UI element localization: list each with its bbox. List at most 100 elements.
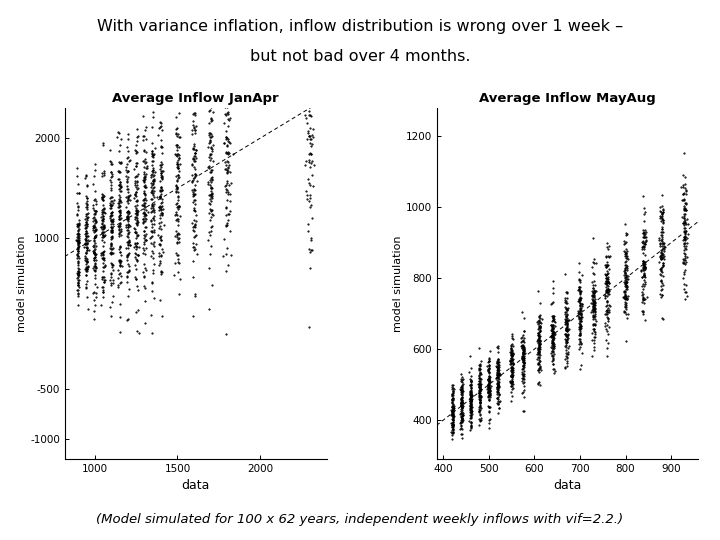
- Point: [562, 306, 573, 314]
- Point: [518, 367, 529, 375]
- Point: [518, 354, 529, 363]
- Point: [546, 325, 558, 333]
- Point: [81, 249, 92, 258]
- Point: [534, 336, 546, 345]
- Point: [204, 199, 215, 207]
- Point: [619, 298, 631, 306]
- Point: [447, 402, 459, 411]
- Point: [619, 307, 631, 316]
- Point: [588, 259, 600, 267]
- Point: [305, 4, 317, 13]
- Point: [220, 250, 232, 259]
- Point: [600, 335, 612, 344]
- Point: [139, 154, 150, 163]
- Point: [637, 243, 649, 252]
- Point: [97, 200, 109, 209]
- Point: [464, 401, 476, 409]
- Point: [548, 365, 559, 374]
- Point: [602, 274, 613, 283]
- Point: [546, 320, 557, 329]
- Point: [72, 280, 84, 289]
- Point: [202, 143, 214, 151]
- Point: [546, 312, 558, 320]
- Point: [516, 353, 528, 362]
- Point: [72, 221, 84, 230]
- Point: [533, 367, 544, 376]
- Point: [98, 192, 109, 200]
- Point: [679, 220, 690, 229]
- Point: [456, 401, 467, 409]
- Point: [446, 390, 458, 399]
- Point: [638, 295, 649, 303]
- Point: [485, 391, 496, 400]
- Point: [518, 382, 530, 390]
- Point: [129, 243, 140, 252]
- Point: [446, 420, 458, 429]
- Point: [517, 354, 528, 363]
- Point: [155, 199, 166, 207]
- Point: [189, 190, 201, 199]
- Point: [137, 176, 148, 184]
- Point: [224, 167, 235, 176]
- Point: [620, 300, 631, 309]
- Point: [600, 271, 612, 280]
- Point: [156, 135, 167, 144]
- Point: [639, 245, 650, 253]
- Point: [466, 401, 477, 410]
- Point: [155, 235, 166, 244]
- Point: [589, 298, 600, 306]
- Point: [97, 139, 109, 147]
- Point: [217, 251, 229, 260]
- Point: [546, 330, 557, 339]
- Point: [492, 367, 504, 376]
- Point: [657, 206, 668, 215]
- Point: [71, 198, 83, 207]
- Point: [575, 294, 587, 303]
- Point: [483, 390, 495, 399]
- Point: [533, 339, 544, 347]
- Point: [447, 408, 459, 416]
- Point: [559, 318, 571, 327]
- Point: [302, 126, 313, 135]
- Point: [474, 395, 485, 404]
- Point: [306, 214, 318, 222]
- Point: [156, 119, 167, 127]
- Point: [575, 322, 586, 331]
- Point: [657, 214, 668, 223]
- Point: [474, 392, 486, 400]
- Point: [588, 297, 600, 306]
- Point: [679, 235, 690, 244]
- Point: [638, 237, 649, 245]
- Point: [679, 227, 690, 235]
- Point: [130, 212, 141, 221]
- Point: [80, 223, 91, 232]
- Point: [138, 172, 150, 181]
- Point: [467, 407, 478, 415]
- Point: [153, 252, 165, 260]
- Point: [675, 183, 687, 192]
- Point: [131, 232, 143, 240]
- Point: [122, 240, 134, 249]
- Point: [157, 167, 168, 176]
- Point: [202, 177, 214, 186]
- Point: [81, 171, 92, 180]
- Point: [620, 275, 631, 284]
- Point: [455, 385, 467, 394]
- Point: [620, 299, 631, 307]
- Point: [148, 242, 159, 251]
- Point: [560, 336, 572, 345]
- Point: [123, 192, 135, 201]
- Point: [456, 388, 467, 396]
- Point: [588, 343, 600, 352]
- Point: [205, 242, 217, 251]
- Point: [506, 392, 518, 400]
- Point: [588, 296, 600, 305]
- Point: [89, 260, 101, 269]
- Point: [465, 407, 477, 416]
- Point: [603, 315, 614, 323]
- Point: [90, 200, 102, 209]
- Point: [153, 131, 164, 140]
- Point: [72, 239, 84, 248]
- Point: [89, 253, 101, 261]
- Point: [505, 388, 517, 396]
